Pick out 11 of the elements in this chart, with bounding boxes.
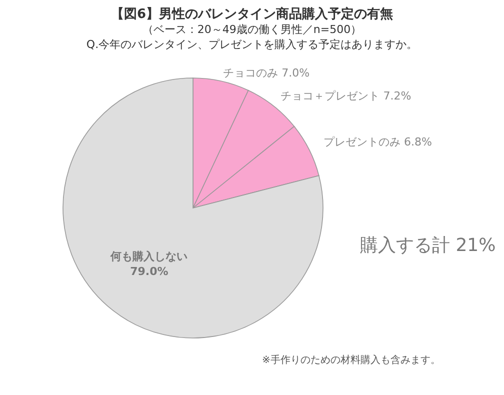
chart-subtitle: （ベース：20～49歳の働く男性／n=500） (142, 23, 362, 36)
slice-label: チョコのみ 7.0% (223, 66, 310, 80)
chart-title: 【図6】男性のバレンタイン商品購入予定の有無 (110, 6, 394, 22)
pie-slice (62, 78, 324, 338)
slice-label: プレゼントのみ 6.8% (324, 136, 432, 149)
text: 購入する計 21% (360, 235, 496, 256)
slice-label: チョコ＋プレゼント 7.2% (280, 89, 412, 102)
text: ※手作りのための材料購入も含みます。 (262, 354, 440, 366)
text: Q.今年のバレンタイン、プレゼントを購入する予定はありますか。 (86, 38, 418, 51)
slice-label: 何も購入しない (110, 250, 188, 263)
data-label: 79.0% (130, 264, 168, 278)
